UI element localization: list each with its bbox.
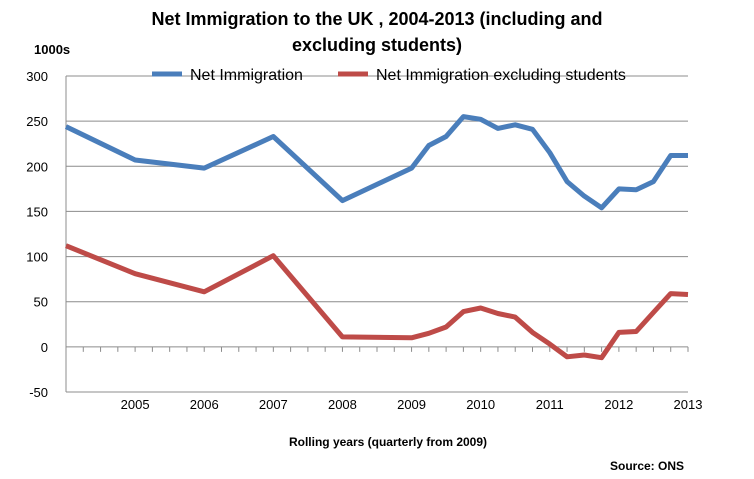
chart-title: Net Immigration to the UK , 2004-2013 (i… (0, 6, 754, 58)
y-tick-label: 50 (34, 295, 48, 310)
x-tick-label: 2010 (466, 397, 495, 412)
y-tick-label: -50 (29, 385, 48, 400)
source-note: Source: ONS (610, 459, 684, 473)
series-lines (64, 114, 689, 361)
legend: Net Immigration Net Immigration excluding… (152, 67, 626, 84)
gridlines (66, 75, 688, 393)
legend-label: Net Immigration excluding students (376, 67, 626, 84)
y-axis-unit: 1000s (34, 42, 70, 57)
y-tick-label: 250 (26, 114, 48, 129)
y-tick-label: 200 (26, 159, 48, 174)
x-tick-label: 2007 (259, 397, 288, 412)
y-tick-label: 100 (26, 250, 48, 265)
series-line-excluding-students (65, 243, 689, 361)
legend-label: Net Immigration (190, 67, 303, 84)
y-tick-label: 0 (41, 340, 48, 355)
x-tick-label: 2008 (328, 397, 357, 412)
x-tick-label: 2005 (121, 397, 150, 412)
y-axis-tick-labels: 300 250 200 150 100 50 0 -50 (26, 69, 48, 400)
chart-title-line-2: excluding students) (291, 35, 462, 55)
x-tick-label: 2009 (397, 397, 426, 412)
x-axis-label: Rolling years (quarterly from 2009) (289, 435, 487, 449)
chart-title-line-1: Net Immigration to the UK , 2004-2013 (i… (151, 9, 603, 29)
y-tick-label: 150 (26, 204, 48, 219)
x-tick-label: 2012 (604, 397, 633, 412)
x-tick-label: 2011 (536, 397, 564, 412)
x-tick-label: 2013 (674, 397, 703, 412)
y-tick-label: 300 (26, 69, 48, 84)
x-axis-tick-labels: 2005 2006 2007 2008 2009 2010 2011 2012 2013 (121, 397, 703, 412)
series-line-net-immigration (64, 114, 688, 211)
axes (65, 76, 689, 392)
x-tick-label: 2006 (190, 397, 219, 412)
